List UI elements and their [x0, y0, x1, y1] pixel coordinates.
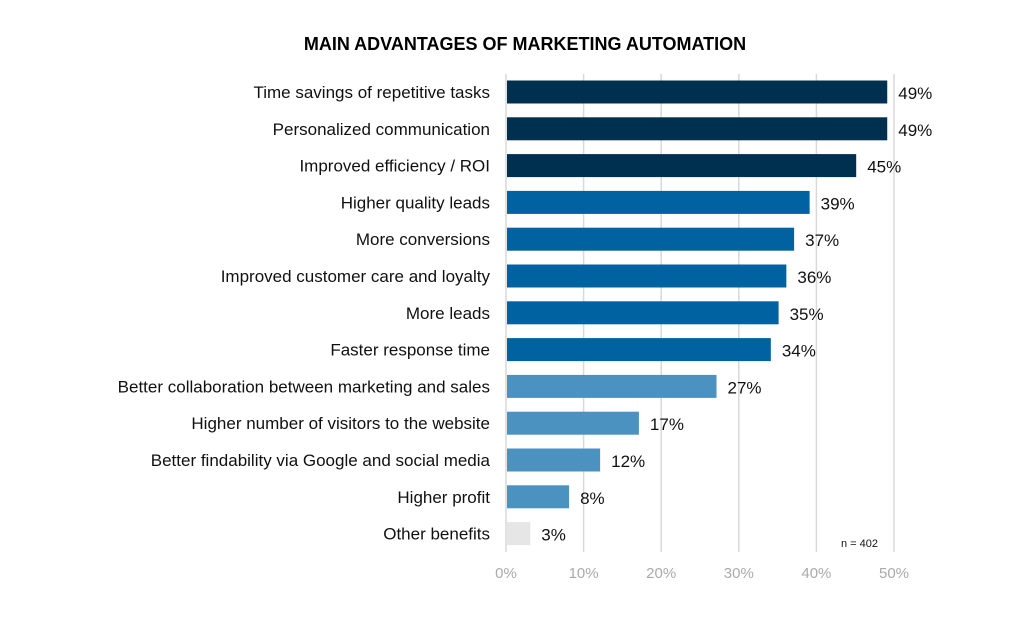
category-label: Better findability via Google and social… [151, 451, 491, 470]
category-label: Higher profit [397, 488, 490, 507]
data-label: 27% [728, 378, 762, 397]
chart-title: MAIN ADVANTAGES OF MARKETING AUTOMATION [304, 34, 746, 54]
bars: Time savings of repetitive tasks 49% Perso… [118, 80, 932, 546]
bar [507, 264, 787, 288]
data-label: 37% [805, 231, 839, 250]
data-label: 35% [790, 305, 824, 324]
x-tick-label: 40% [801, 565, 831, 582]
data-label: 12% [611, 452, 645, 471]
bar [507, 374, 717, 398]
category-label: Better collaboration between marketing a… [118, 377, 490, 396]
x-axis-ticks: 0% 10% 20% 30% 40% 50% [495, 565, 909, 582]
x-tick-label: 10% [569, 565, 599, 582]
x-tick-label: 50% [879, 565, 909, 582]
category-label: Higher number of visitors to the website [191, 414, 490, 433]
category-label: Time savings of repetitive tasks [253, 83, 490, 102]
data-label: 8% [580, 489, 605, 508]
bar [507, 227, 795, 251]
bar [507, 411, 639, 435]
data-label: 49% [898, 121, 932, 140]
x-tick-label: 20% [646, 565, 676, 582]
category-label: More conversions [356, 230, 490, 249]
x-tick-label: 30% [724, 565, 754, 582]
bar [507, 301, 779, 325]
category-label: Faster response time [330, 341, 490, 360]
data-label: 49% [898, 84, 932, 103]
category-label: Improved customer care and loyalty [221, 267, 491, 286]
category-label: Higher quality leads [341, 193, 490, 212]
bar [507, 117, 888, 141]
bar [507, 154, 857, 178]
bar [507, 338, 771, 362]
category-label: Improved efficiency / ROI [299, 157, 490, 176]
data-label: 17% [650, 415, 684, 434]
bar [507, 80, 888, 104]
data-label: 3% [541, 526, 566, 545]
bar [507, 485, 570, 509]
sample-size-note: n = 402 [841, 538, 878, 550]
category-label: More leads [406, 304, 490, 323]
bar [507, 190, 810, 214]
data-label: 34% [782, 342, 816, 361]
data-label: 39% [821, 194, 855, 213]
bar [507, 448, 601, 472]
bar [507, 522, 531, 546]
data-label: 36% [797, 268, 831, 287]
category-label: Personalized communication [273, 120, 490, 139]
data-label: 45% [867, 158, 901, 177]
x-tick-label: 0% [495, 565, 517, 582]
category-label: Other benefits [383, 525, 490, 544]
